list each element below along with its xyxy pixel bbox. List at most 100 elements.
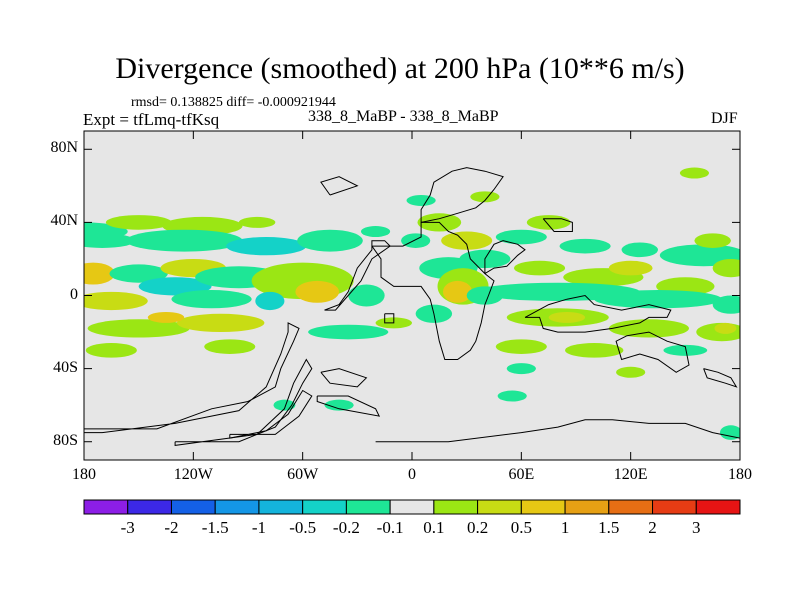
contour-region (714, 322, 737, 334)
colorbar-label: 0.2 (466, 518, 489, 537)
lat-tick-label: 80S (53, 431, 78, 449)
colorbar-label: -1.5 (201, 518, 229, 537)
coastline-segment (84, 322, 300, 434)
contour-region (176, 313, 265, 333)
colorbar-swatch (608, 499, 654, 515)
lon-tick-label: 120W (173, 466, 213, 483)
colorbar-label: 0.5 (510, 518, 532, 537)
contour-region (204, 339, 256, 354)
contour-region (712, 295, 740, 314)
lon-tick-label: 0 (408, 466, 416, 483)
colorbar-swatch (170, 499, 216, 515)
stats-text: rmsd= 0.138825 diff= -0.000921944 (131, 95, 336, 110)
colorbar-swatch (433, 499, 479, 515)
colorbar-label: -3 (120, 518, 135, 537)
colorbar (83, 499, 741, 515)
contour-region (663, 344, 708, 356)
contour-region (495, 229, 547, 245)
colorbar-swatch (83, 499, 129, 515)
coastline-segment (484, 240, 526, 275)
colorbar-label: -1 (251, 518, 266, 537)
axis-ticks (83, 131, 741, 460)
coastline-segment (615, 331, 690, 373)
contour-region (295, 280, 340, 303)
colorbar-swatch (564, 499, 610, 515)
contour-region (84, 233, 136, 248)
contour-region (84, 291, 148, 311)
coastline-segment (524, 294, 672, 333)
colorbar-swatch (652, 499, 697, 515)
colorbar-label: -0.2 (332, 518, 360, 537)
contour-region (255, 291, 285, 311)
coastline-segment (375, 419, 740, 443)
contour-region (125, 229, 243, 252)
coastline-segment (174, 358, 313, 446)
contour-region (406, 194, 436, 206)
contour-region (109, 264, 168, 283)
coastline-segment (324, 240, 391, 311)
lon-tick-label: 60E (508, 466, 535, 483)
contour-region (514, 260, 566, 276)
contour-region (495, 339, 547, 354)
contour-region (559, 238, 611, 254)
coastline-segment (320, 176, 359, 196)
colorbar-swatch (302, 499, 347, 515)
case-label: 338_8_MaBP - 338_8_MaBP (308, 108, 499, 125)
colorbar-label: -2 (164, 518, 179, 537)
coastline-segment (384, 313, 395, 324)
colorbar-label: -0.5 (289, 518, 317, 537)
contour-region (84, 262, 115, 285)
contour-region (324, 399, 354, 411)
contour-region (594, 290, 722, 309)
lat-tick-label: 80N (50, 139, 78, 157)
colorbar-label: 1.5 (598, 518, 620, 537)
contour-region (238, 216, 276, 228)
contour-region (442, 280, 473, 303)
coastline-segment (371, 221, 495, 360)
colorbar-swatch (477, 499, 522, 515)
colorbar-label: -0.1 (376, 518, 404, 537)
colorbar-label: 3 (692, 518, 701, 537)
contour-region (621, 242, 658, 258)
contour-region (548, 311, 586, 323)
colorbar-swatch (520, 499, 566, 515)
contour-region (105, 215, 172, 230)
contour-region (360, 226, 391, 238)
contour-region (616, 366, 646, 378)
lon-tick-label: 60W (287, 466, 319, 483)
chart-title: Divergence (smoothed) at 200 hPa (10**6 … (115, 52, 685, 85)
contour-region (719, 425, 740, 440)
contour-region (138, 277, 212, 296)
coastline-segment (420, 167, 504, 223)
contour-region (526, 215, 571, 230)
contour-region (348, 284, 385, 307)
contour-region (401, 233, 431, 248)
colorbar-swatch (345, 499, 391, 515)
contour-region (679, 167, 710, 179)
lat-tick-label: 40S (53, 358, 78, 376)
lat-tick-label: 40N (50, 212, 78, 230)
season-label: DJF (711, 110, 738, 127)
coastline-segment (316, 395, 381, 417)
lon-tick-label: 120E (613, 466, 648, 483)
contour-region (147, 311, 185, 323)
contour-region (226, 237, 307, 256)
colorbar-swatch (258, 499, 304, 515)
colorbar-swatch (214, 499, 260, 515)
experiment-label: Expt = tfLmq-tfKsq (83, 110, 220, 129)
colorbar-label: 2 (648, 518, 657, 537)
contour-region (297, 229, 363, 252)
contour-region (659, 244, 740, 267)
contour-region (608, 260, 653, 276)
contour-region (608, 319, 689, 338)
contour-region (694, 233, 731, 248)
contour-region (171, 290, 252, 309)
contour-region (565, 343, 624, 358)
contour-region (441, 231, 493, 250)
contour-region (497, 390, 527, 402)
contour-region (506, 363, 536, 375)
colorbar-swatch (389, 499, 435, 515)
colorbar-label: 1 (560, 518, 570, 537)
contour-region (87, 319, 190, 338)
